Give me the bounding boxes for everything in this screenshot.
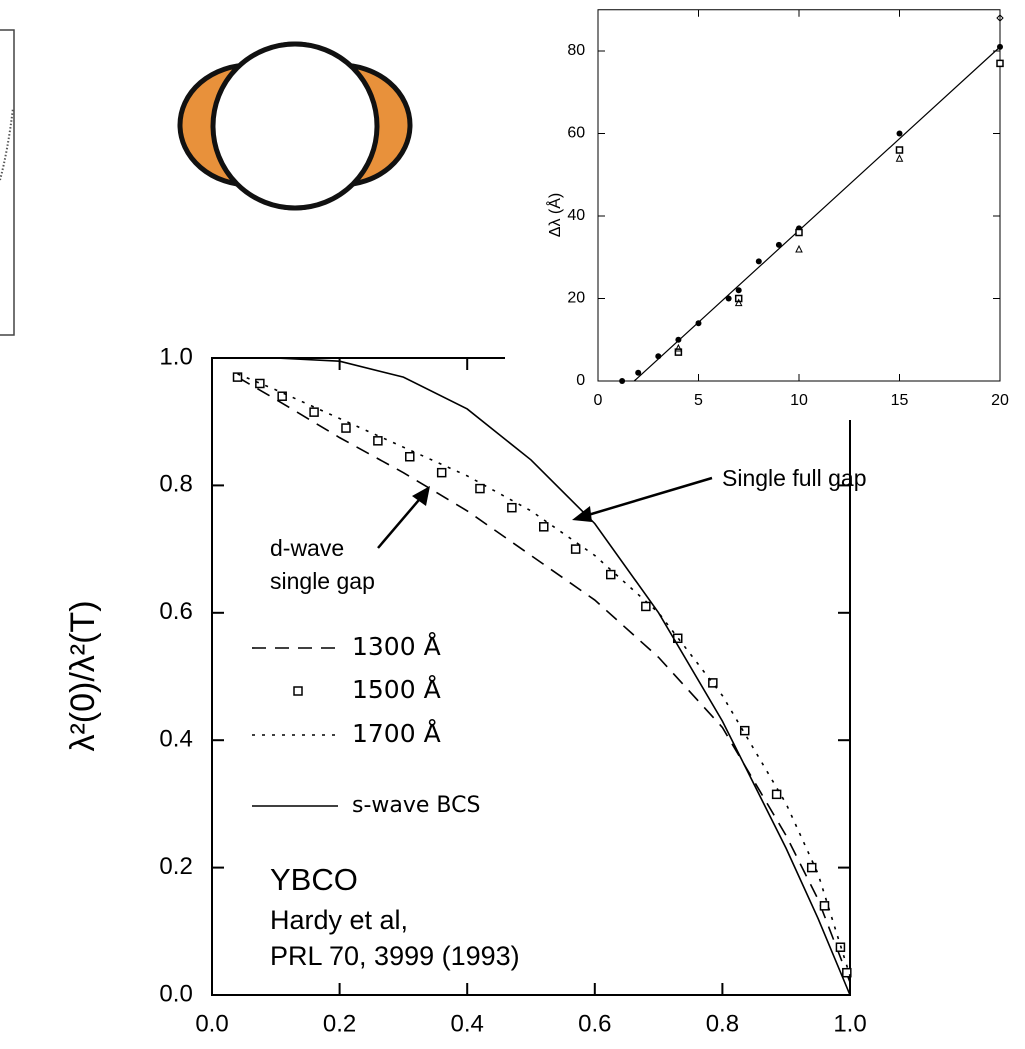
annotations: Single full gap d-wave single gap YBCO H… — [270, 465, 867, 971]
marker — [675, 336, 682, 343]
series-line — [237, 373, 851, 977]
marker — [635, 369, 642, 376]
marker — [806, 862, 817, 873]
x-tick-label: 0.8 — [706, 1010, 739, 1037]
marker — [695, 320, 702, 327]
marker — [539, 522, 549, 532]
y-tick-label: 60 — [567, 125, 585, 142]
y-axis-label: Δλ (Å) — [545, 193, 564, 237]
marker — [996, 59, 1004, 68]
marker — [819, 901, 830, 911]
marker — [755, 258, 762, 265]
series-line — [212, 357, 851, 996]
marker — [293, 686, 303, 696]
x-tick-label: 0 — [594, 392, 603, 409]
marker — [341, 423, 351, 433]
marker — [606, 569, 616, 580]
y-tick-label: 80 — [567, 42, 585, 59]
x-tick-label: 15 — [891, 392, 909, 409]
series-line — [237, 376, 851, 983]
y-tick-label: 0.6 — [159, 598, 192, 625]
marker — [405, 451, 415, 462]
legend-label: 1700 Å — [352, 719, 441, 748]
series-line — [633, 46, 1001, 382]
marker — [674, 343, 683, 352]
y-tick-label: 0.4 — [159, 726, 192, 753]
y-tick-label: 0.0 — [159, 980, 192, 1007]
annotation: d-wave — [270, 535, 344, 561]
x-tick-label: 0.2 — [323, 1010, 356, 1037]
x-tick-label: 0.6 — [578, 1010, 611, 1037]
marker — [507, 502, 517, 513]
marker — [373, 436, 383, 446]
marker — [255, 378, 265, 389]
y-tick-label: 0.8 — [159, 471, 192, 498]
arrow — [377, 493, 425, 549]
x-tick-label: 10 — [790, 392, 808, 409]
marker — [277, 391, 287, 401]
marker — [570, 544, 581, 554]
y-tick-label: 0 — [576, 372, 585, 389]
y-tick-label: 0.2 — [159, 853, 192, 880]
marker — [309, 407, 319, 417]
marker — [655, 353, 662, 360]
inset-background — [505, 0, 1025, 420]
x-tick-label: 20 — [991, 392, 1009, 409]
plot-frame — [211, 357, 851, 996]
legend-label: 1500 Å — [352, 675, 441, 704]
marker — [708, 678, 718, 688]
fermi-circle — [210, 41, 380, 211]
cropped-curve — [0, 107, 14, 181]
y-axis-label: λ²(0)/λ²(T) — [64, 600, 102, 751]
x-tick-label: 0.4 — [451, 1010, 484, 1037]
arrowhead — [412, 486, 430, 506]
cropped-chart — [0, 29, 15, 336]
marker — [641, 601, 651, 612]
marker — [436, 467, 447, 478]
arrowhead — [572, 506, 592, 522]
y-tick-label: 40 — [567, 207, 585, 224]
marker — [674, 348, 683, 356]
cropped-frame — [0, 29, 15, 336]
y-tick-label: 20 — [567, 290, 585, 307]
marker — [997, 43, 1003, 50]
annotation: Hardy et al, — [270, 905, 408, 935]
annotation: YBCO — [270, 862, 358, 897]
x-tick-label: 5 — [694, 392, 703, 409]
arrow — [577, 476, 713, 520]
annotation: single gap — [270, 568, 375, 594]
y-tick-label: 1.0 — [159, 343, 192, 370]
marker — [734, 294, 743, 303]
x-tick-label: 1.0 — [833, 1010, 866, 1037]
marker — [795, 244, 803, 253]
marker — [795, 228, 803, 237]
d-wave-diagram — [177, 41, 413, 211]
marker — [735, 287, 742, 294]
annotation: PRL 70, 3999 (1993) — [270, 941, 520, 971]
marker — [619, 378, 626, 384]
marker — [895, 154, 904, 162]
inset-chart: 0 5 10 15 20 0 20 40 60 80 Δλ (Å) — [505, 0, 1025, 420]
marker — [996, 14, 1004, 22]
marker — [232, 372, 243, 382]
marker — [475, 483, 485, 494]
marker — [842, 967, 852, 978]
marker — [771, 789, 782, 800]
marker — [725, 295, 732, 302]
x-tick-label: 0.0 — [195, 1010, 228, 1037]
marker — [739, 725, 750, 736]
legend-label: 1300 Å — [352, 632, 441, 661]
marker — [775, 241, 782, 248]
legend-label: s-wave BCS — [352, 793, 480, 818]
marker — [896, 130, 903, 137]
marker — [895, 146, 904, 154]
main-chart: 0.0 0.2 0.4 0.6 0.8 1.0 0.0 0.2 0.4 0.6 0.8 1.0 λ²(0… — [64, 343, 867, 1037]
marker — [734, 298, 743, 307]
annotation: Single full gap — [722, 465, 867, 491]
